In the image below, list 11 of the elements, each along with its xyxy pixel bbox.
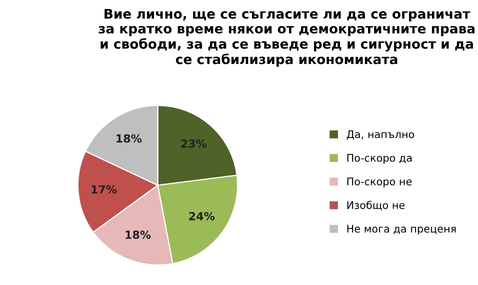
legend-label: По-скоро не: [347, 178, 412, 188]
legend-label: Изобщо не: [347, 200, 405, 210]
data-label: 24%: [189, 212, 215, 220]
data-label: 18%: [126, 230, 151, 239]
legend-label: По-скоро да: [347, 154, 412, 164]
data-label: 18%: [116, 134, 142, 143]
legend-label: Не мога да преценя: [347, 224, 456, 235]
legend-label: Да, напълно: [346, 130, 414, 140]
chart-title: Вие лично, ще се съгласите ли да се ограничат за кратко време някои от демократичните права и свободи, за да се въведе ред и сигурност и да се стабилизира икономиката: [98, 8, 475, 67]
data-label: 23%: [181, 139, 207, 148]
data-label: 17%: [92, 185, 117, 194]
